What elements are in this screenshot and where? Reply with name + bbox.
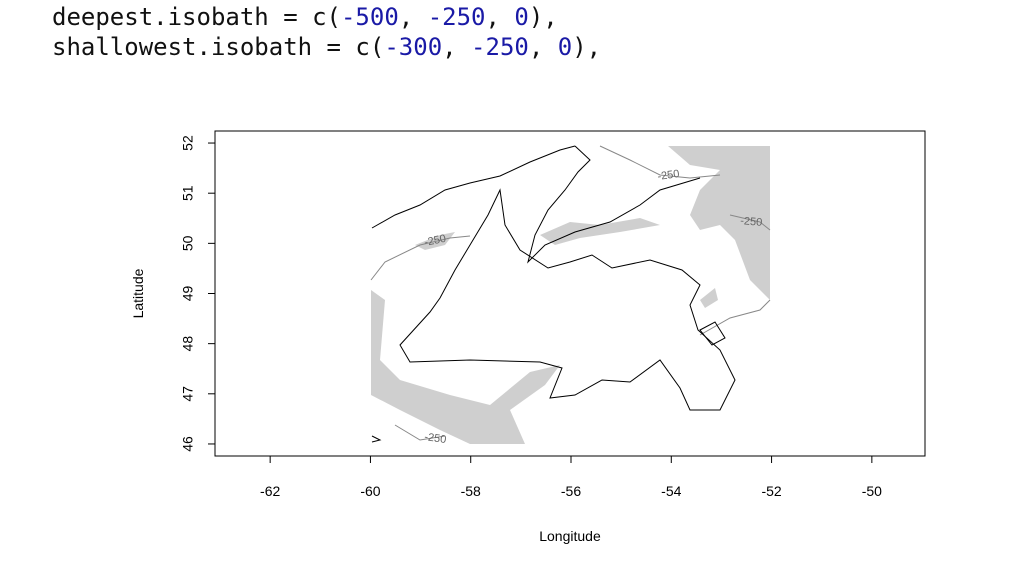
code-number: -250 [427,3,486,31]
code-line: deepest.isobath = c(-500, -250, 0), [52,2,601,32]
deep-zone [700,288,718,308]
coast [699,321,726,346]
contour-label: -250 [657,168,680,183]
coastline [371,145,736,443]
coast [371,145,576,229]
code-text: ), [528,3,558,31]
isobath [729,214,771,231]
x-tick-label: -52 [761,483,781,499]
contour-label: -250 [424,431,447,446]
deep-zone [668,146,770,300]
code-number: 0 [514,3,529,31]
code-block: deepest.isobath = c(-500, -250, 0), shall… [52,2,601,62]
coast [399,188,736,411]
code-number: -250 [471,33,529,61]
code-text: , [528,33,558,61]
code-text: , [485,3,515,31]
code-line: shallowest.isobath = c(-300, -250, 0), [52,32,601,62]
deep-zone [540,218,660,245]
y-tick-label: 52 [180,135,196,151]
isobath [370,235,471,281]
y-tick-label: 47 [180,386,196,402]
y-tick-label: 51 [180,185,196,201]
plot-frame [214,130,926,457]
code-text: , [442,33,472,61]
code-text: , [398,3,428,31]
y-axis-label: Latitude [130,268,146,318]
coast [527,145,701,264]
y-tick-label: 48 [180,336,196,352]
code-number: -300 [384,33,443,61]
isobath [699,299,771,336]
y-tick-label: 49 [180,286,196,302]
y-tick-label: 50 [180,235,196,251]
isobath [394,424,446,441]
isobath-lines [370,145,771,441]
isobath [599,145,721,179]
code-text: ), [572,33,602,61]
contour-label: -250 [740,215,763,229]
y-tick-label: 46 [180,436,196,452]
x-tick-label: -50 [862,483,882,499]
x-tick-label: -60 [360,483,380,499]
code-text: shallowest.isobath = c( [52,33,385,61]
coast [371,435,382,443]
x-tick-label: -62 [260,483,280,499]
code-text: deepest.isobath = c( [52,3,341,31]
x-tick-label: -56 [561,483,581,499]
code-number: 0 [557,33,573,61]
deep-zone [371,290,560,444]
bathymetry [371,146,770,444]
code-number: -500 [340,3,399,31]
x-axis-label: Longitude [539,528,601,544]
x-tick-label: -54 [661,483,681,499]
x-tick-label: -58 [461,483,481,499]
contour-label: -250 [423,233,447,249]
